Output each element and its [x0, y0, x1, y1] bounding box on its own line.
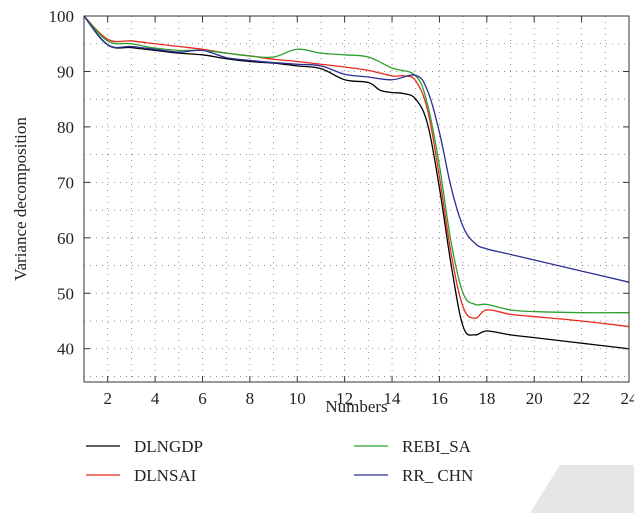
- y-tick-label: 50: [57, 284, 74, 303]
- y-tick-label: 100: [49, 7, 75, 26]
- y-axis-title: Variance decomposition: [11, 117, 30, 281]
- x-tick-label: 24: [621, 389, 634, 408]
- y-tick-label: 60: [57, 229, 74, 248]
- x-tick-label: 22: [573, 389, 590, 408]
- axis-ticks: [84, 15, 630, 382]
- y-tick-label: 90: [57, 62, 74, 81]
- y-tick-label: 80: [57, 118, 74, 137]
- x-tick-labels: 2 4 6 8 10 12 14 16 18 20 22 24: [103, 389, 634, 408]
- x-tick-label: 18: [478, 389, 495, 408]
- y-tick-label: 40: [57, 340, 74, 359]
- x-tick-label: 12: [336, 389, 353, 408]
- x-tick-label: 4: [151, 389, 160, 408]
- x-tick-label: 20: [526, 389, 543, 408]
- series-line-3: [83, 15, 630, 283]
- legend: DLNGDP DLNSAI REBI_SA RR_ CHN: [86, 437, 473, 485]
- legend-label-0: DLNGDP: [134, 437, 203, 456]
- series-lines: [83, 15, 630, 350]
- y-tick-label: 70: [57, 173, 74, 192]
- series-line-0: [83, 15, 630, 350]
- plot-frame: [83, 15, 630, 383]
- x-tick-label: 6: [198, 389, 207, 408]
- series-line-1: [83, 15, 630, 328]
- series-line-2: [83, 15, 630, 314]
- grid: [83, 16, 630, 382]
- x-tick-label: 2: [103, 389, 112, 408]
- legend-label-1: DLNSAI: [134, 466, 197, 485]
- legend-label-2: REBI_SA: [402, 437, 472, 456]
- y-tick-labels: 40 50 60 70 80 90 100: [49, 7, 75, 359]
- x-tick-label: 16: [431, 389, 448, 408]
- x-tick-label: 14: [384, 389, 402, 408]
- legend-label-3: RR_ CHN: [402, 466, 473, 485]
- x-axis-title: Numbers: [325, 397, 387, 416]
- watermark-shape: [530, 465, 634, 513]
- x-tick-label: 10: [289, 389, 306, 408]
- x-tick-label: 8: [246, 389, 255, 408]
